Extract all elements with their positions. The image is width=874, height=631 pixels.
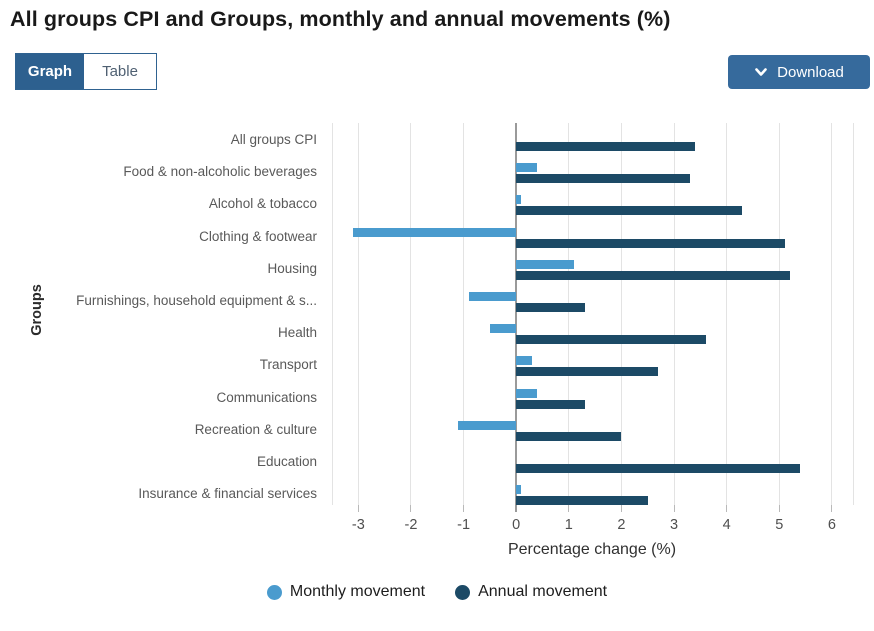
category-label: Communications [216, 389, 317, 405]
bar-monthly[interactable] [516, 259, 575, 269]
tick-mark [410, 505, 412, 512]
bar-annual[interactable] [516, 367, 659, 377]
bar-monthly[interactable] [516, 163, 538, 173]
category-label: Transport [259, 357, 317, 373]
category-label: Education [256, 454, 317, 469]
gridline [357, 123, 359, 505]
chevron-down-icon [754, 65, 768, 79]
legend-label: Monthly movement [289, 583, 426, 600]
bar-annual[interactable] [516, 464, 801, 473]
bar-annual[interactable] [516, 174, 690, 184]
graph-tab[interactable]: Graph [16, 54, 84, 89]
download-button[interactable]: Download [728, 55, 870, 89]
bar-monthly[interactable] [516, 388, 538, 398]
bar-annual[interactable] [516, 399, 585, 409]
bar-annual[interactable] [516, 431, 622, 441]
zero-baseline [515, 123, 518, 512]
x-tick-label: 3 [670, 517, 679, 533]
gridline [778, 123, 780, 505]
page-title: All groups CPI and Groups, monthly and a… [10, 7, 671, 31]
x-tick-label: 0 [512, 517, 521, 533]
category-label: Alcohol & tobacco [208, 196, 317, 212]
category-label: Health [277, 325, 317, 341]
bar-monthly[interactable] [516, 356, 532, 366]
tick-mark [463, 505, 465, 512]
legend: Monthly movement Annual movement [0, 579, 874, 605]
x-axis-title: Percentage change (%) [507, 541, 677, 558]
x-tick-label: 4 [722, 517, 731, 533]
bar-monthly[interactable] [353, 227, 517, 237]
category-label: Recreation & culture [194, 421, 317, 437]
bar-monthly[interactable] [516, 195, 522, 205]
bar-annual[interactable] [516, 335, 706, 345]
download-label: Download [777, 63, 844, 81]
gridline [410, 123, 412, 505]
gridline [831, 123, 833, 505]
category-label: Furnishings, household equipment & s... [76, 293, 317, 308]
x-tick-label: -1 [457, 517, 471, 533]
plot-edge-line [852, 123, 854, 505]
bar-annual[interactable] [516, 206, 743, 216]
gridline [673, 123, 675, 505]
bar-monthly[interactable] [489, 324, 517, 334]
view-toggle: Graph Table [15, 53, 157, 90]
bar-monthly[interactable] [458, 420, 517, 430]
x-tick-label: -2 [404, 517, 418, 533]
bar-annual[interactable] [516, 496, 648, 506]
bar-annual[interactable] [516, 270, 790, 280]
legend-dot-icon [455, 584, 471, 600]
category-label: Insurance & financial services [138, 486, 317, 502]
plot-edge-line [331, 123, 333, 505]
x-tick-label: -3 [351, 517, 365, 533]
bar-annual[interactable] [516, 238, 785, 248]
legend-dot-icon [266, 584, 282, 600]
category-label: Food & non-alcoholic beverages [123, 164, 317, 180]
category-label: Housing [267, 260, 317, 276]
tick-mark [726, 505, 728, 512]
bar-annual[interactable] [516, 303, 585, 312]
table-tab[interactable]: Table [84, 54, 156, 89]
bar-monthly[interactable] [468, 292, 517, 301]
tick-mark [568, 505, 570, 512]
tick-mark [357, 505, 359, 512]
gridline [463, 123, 465, 505]
tick-mark [831, 505, 833, 512]
bar-annual[interactable] [516, 142, 696, 151]
tick-mark [673, 505, 675, 512]
tick-mark [620, 505, 622, 512]
gridline [568, 123, 570, 505]
bar-monthly[interactable] [516, 485, 522, 495]
gridline [620, 123, 622, 505]
y-axis-title: Groups [29, 284, 45, 336]
legend-item[interactable]: Monthly movement [266, 583, 426, 601]
legend-item[interactable]: Annual movement [455, 583, 607, 601]
category-label: Clothing & footwear [199, 228, 317, 244]
x-tick-label: 1 [564, 517, 573, 533]
category-label: All groups CPI [230, 132, 317, 147]
x-tick-label: 6 [827, 517, 836, 533]
tick-mark [778, 505, 780, 512]
x-tick-label: 2 [617, 517, 626, 533]
gridline [726, 123, 728, 505]
x-tick-label: 5 [775, 517, 784, 533]
legend-label: Annual movement [478, 583, 608, 600]
